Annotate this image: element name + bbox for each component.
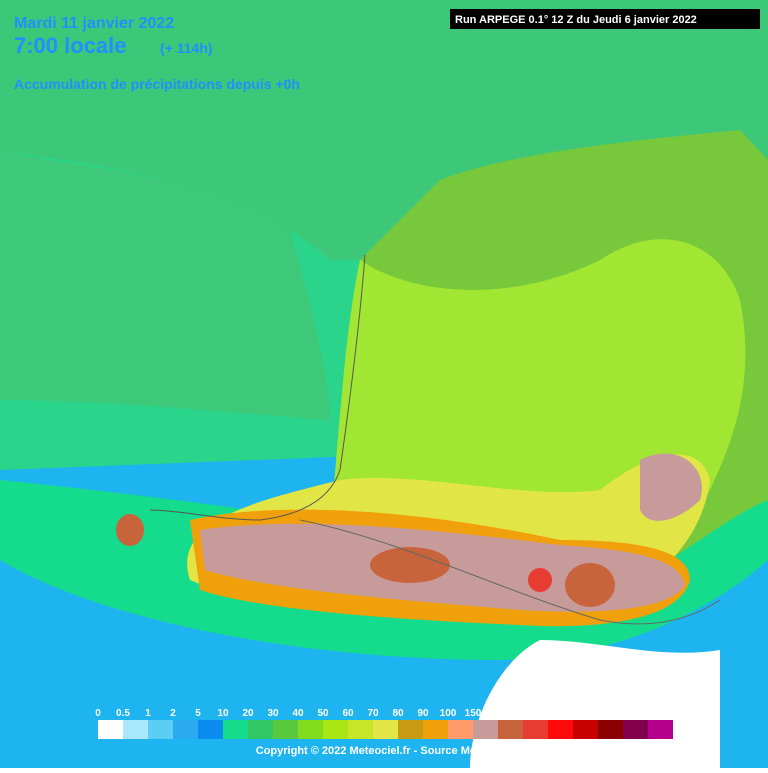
legend-label: 50: [317, 708, 329, 719]
legend-swatch: [398, 720, 423, 739]
legend-label: 600: [590, 708, 607, 719]
legend-swatch: [98, 720, 123, 739]
legend-label: 100: [440, 708, 457, 719]
legend-label: 700: [615, 708, 632, 719]
sea-area: [0, 150, 330, 420]
legend-label: 30: [267, 708, 279, 719]
legend-label: 0.5: [116, 708, 130, 719]
legend-swatch: [373, 720, 398, 739]
zone-red: [528, 568, 552, 592]
legend-label: 400: [540, 708, 557, 719]
legend-swatch: [598, 720, 623, 739]
legend-label: 90: [417, 708, 429, 719]
legend-swatch: [298, 720, 323, 739]
zone-brown: [370, 547, 450, 583]
legend-swatch: [198, 720, 223, 739]
legend: 0 0.5 1 2 5 10 20 30 40 50 60 70 80 90 100 150 200 300 400…: [95, 708, 673, 739]
legend-swatch: [523, 720, 548, 739]
date: Mardi 11 janvier 2022: [14, 15, 174, 32]
legend-swatch: [473, 720, 498, 739]
legend-label: 60: [342, 708, 354, 719]
legend-label: 300: [515, 708, 532, 719]
legend-label: 200: [490, 708, 507, 719]
lead-time: (+ 114h): [160, 40, 213, 56]
legend-label: 5: [195, 708, 201, 719]
legend-swatch: [498, 720, 523, 739]
legend-label: 0: [95, 708, 101, 719]
legend-swatch: [448, 720, 473, 739]
legend-label: 2: [170, 708, 176, 719]
time: 7:00 locale: [14, 33, 127, 58]
legend-swatch: [148, 720, 173, 739]
legend-label: 800: [640, 708, 657, 719]
legend-label: 70: [367, 708, 379, 719]
legend-label: 40: [292, 708, 304, 719]
legend-swatch: [173, 720, 198, 739]
legend-swatch: [623, 720, 648, 739]
legend-swatch: [423, 720, 448, 739]
legend-swatch: [348, 720, 373, 739]
zone-brown: [565, 563, 615, 607]
legend-swatch: [248, 720, 273, 739]
legend-swatch: [323, 720, 348, 739]
coastline: [149, 254, 366, 521]
subtitle: Accumulation de précipitations depuis +0…: [14, 76, 300, 92]
legend-label: 500: [565, 708, 582, 719]
run-label: Run ARPEGE 0.1° 12 Z du Jeudi 6 janvier …: [455, 14, 697, 26]
run-box: [450, 9, 760, 29]
zone-pink: [640, 453, 702, 521]
legend-label: 20: [242, 708, 254, 719]
zone-brown: [116, 514, 144, 546]
legend-swatch: [548, 720, 573, 739]
legend-label: 80: [392, 708, 404, 719]
legend-swatch: [648, 720, 673, 739]
legend-swatch: [273, 720, 298, 739]
legend-swatch: [573, 720, 598, 739]
legend-label: 1: [145, 708, 151, 719]
legend-swatch: [123, 720, 148, 739]
copyright: Copyright © 2022 Meteociel.fr - Source M…: [256, 745, 532, 757]
legend-swatch: [223, 720, 248, 739]
border: [299, 519, 721, 625]
legend-label: 150: [465, 708, 482, 719]
legend-label: 10: [217, 708, 229, 719]
zone-yellowgreen: [330, 239, 746, 530]
